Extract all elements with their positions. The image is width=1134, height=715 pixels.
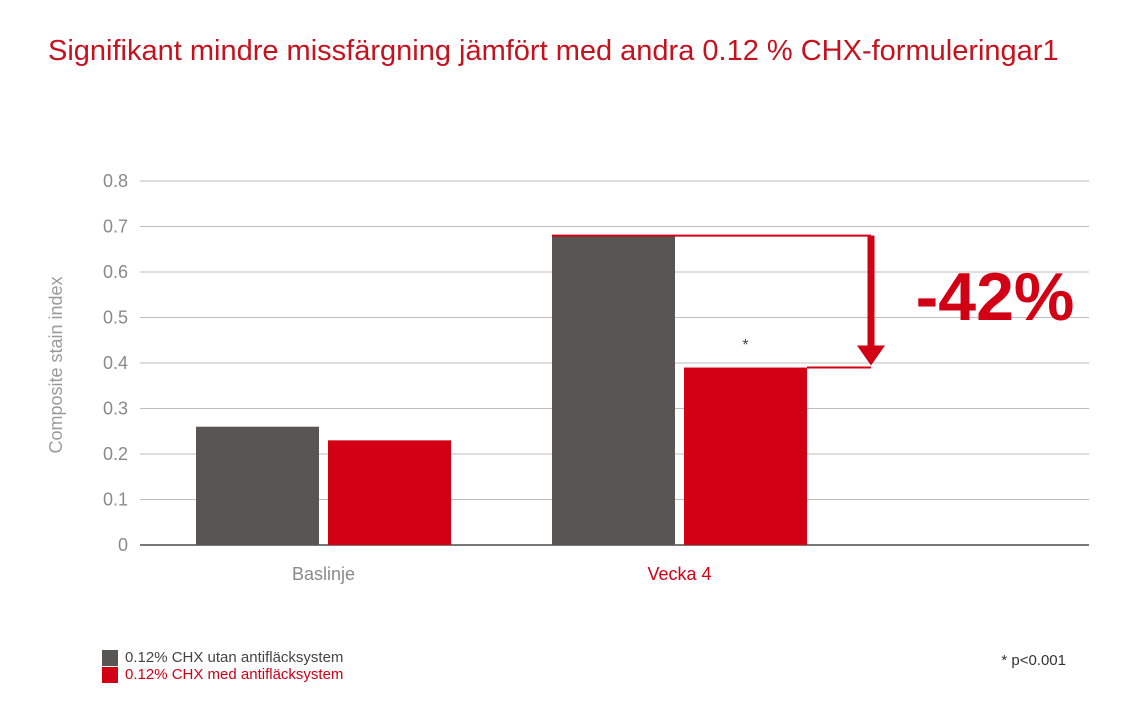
y-tick-label: 0.2 xyxy=(103,444,128,464)
chart-title: Signifikant mindre missfärgning jämfört … xyxy=(48,35,1059,67)
reduction-arrow-head xyxy=(857,345,885,366)
x-category-label: Vecka 4 xyxy=(647,564,711,584)
legend-item-grey: 0.12% CHX utan antifläcksystem xyxy=(102,649,343,666)
reduction-label: -42% xyxy=(916,259,1075,335)
y-tick-label: 0 xyxy=(118,535,128,555)
y-tick-label: 0.8 xyxy=(103,171,128,191)
bar-red-0 xyxy=(328,440,451,545)
y-tick-label: 0.5 xyxy=(103,308,128,328)
y-tick-label: 0.7 xyxy=(103,217,128,237)
y-tick-label: 0.4 xyxy=(103,353,128,373)
y-tick-label: 0.1 xyxy=(103,490,128,510)
legend-swatch-red xyxy=(102,666,118,683)
significance-marker: * xyxy=(742,337,748,354)
bar-grey-1 xyxy=(552,235,675,545)
legend-item-red: 0.12% CHX med antifläcksystem xyxy=(102,666,343,683)
bar-red-1 xyxy=(684,367,807,545)
bar-grey-0 xyxy=(196,426,319,545)
y-axis-label: Composite stain index xyxy=(46,276,66,453)
y-tick-label: 0.3 xyxy=(103,399,128,419)
y-tick-label: 0.6 xyxy=(103,262,128,282)
legend: 0.12% CHX utan antifläcksystem 0.12% CHX… xyxy=(102,649,343,683)
x-category-label: Baslinje xyxy=(292,564,355,584)
legend-swatch-grey xyxy=(102,649,118,666)
footnote: * p<0.001 xyxy=(1001,652,1066,669)
legend-label-grey: 0.12% CHX utan antifläcksystem xyxy=(125,649,344,666)
legend-label-red: 0.12% CHX med antifläcksystem xyxy=(125,666,344,683)
